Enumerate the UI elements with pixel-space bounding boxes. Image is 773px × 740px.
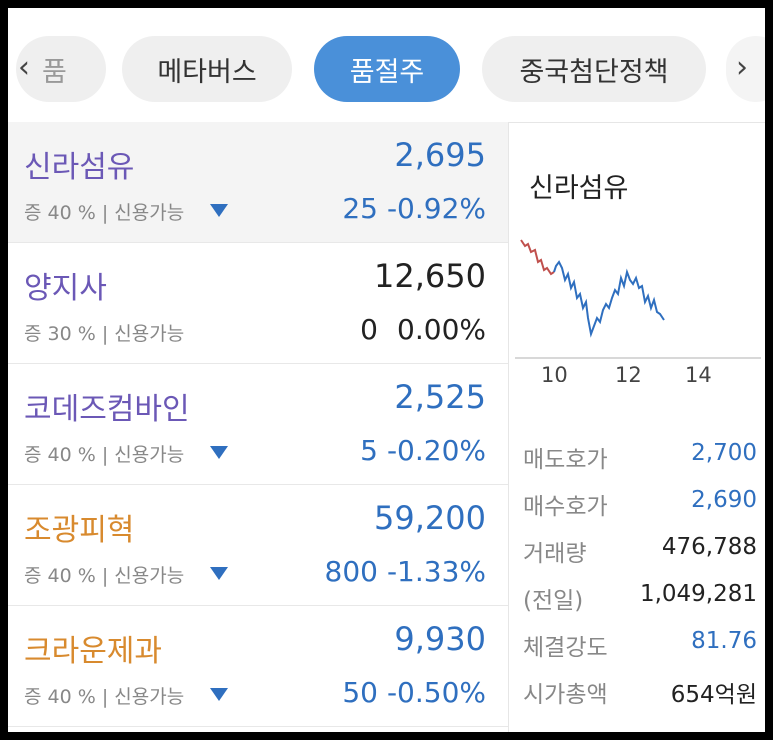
stock-name: 크라운제과 xyxy=(24,634,162,669)
stock-change-percent: -1.33% xyxy=(386,555,486,588)
info-value: 2,690 xyxy=(691,487,757,513)
stock-row-1[interactable]: 양지사 12,650 증 30 % | 신용가능 0 0.00% xyxy=(8,243,508,364)
info-value: 2,700 xyxy=(691,440,757,466)
stock-row-3[interactable]: 조광피혁 59,200 증 40 % | 신용가능 800 -1.33% xyxy=(8,485,508,606)
info-label: 시가총액 xyxy=(523,682,608,708)
tab-partial-next[interactable] xyxy=(726,36,765,102)
stock-detail-panel: 신라섬유 10 12 14 매도호가 2,700 매수호가 2,690 거래량 … xyxy=(509,122,765,732)
chart-line-down-segment xyxy=(553,260,665,338)
stock-margin-info: 증 40 % | 신용가능 xyxy=(24,565,185,587)
info-row-volume: 거래량 476,788 xyxy=(523,534,757,574)
info-label: 매수호가 xyxy=(523,494,608,520)
info-value: 1,049,281 xyxy=(639,581,757,607)
chart-x-tick-label: 14 xyxy=(685,363,712,382)
stock-change-amount: 800 xyxy=(324,555,378,588)
stock-margin-info: 증 40 % | 신용가능 xyxy=(24,202,185,224)
stock-change-percent: -0.50% xyxy=(386,676,486,709)
stock-name: 양지사 xyxy=(24,271,107,306)
stock-margin-info: 증 40 % | 신용가능 xyxy=(24,444,185,466)
tab-china-tech-policy[interactable]: 중국첨단정책 xyxy=(482,36,706,102)
chevron-right-icon[interactable]: › xyxy=(736,50,748,85)
info-value: 81.76 xyxy=(691,628,757,654)
stock-row-4[interactable]: 크라운제과 9,930 증 40 % | 신용가능 50 -0.50% xyxy=(8,606,508,727)
stock-change-percent: -0.92% xyxy=(386,192,486,225)
stock-price: 12,650 xyxy=(374,257,486,295)
stock-change-percent: 0.00% xyxy=(397,313,486,346)
down-triangle-icon xyxy=(210,688,228,701)
info-label: 체결강도 xyxy=(523,635,608,661)
stock-change-amount: 50 xyxy=(342,676,378,709)
theme-tab-bar: 품 메타버스 품절주 중국첨단정책 ‹ › xyxy=(8,8,765,123)
stock-margin-info: 증 30 % | 신용가능 xyxy=(24,323,185,345)
down-triangle-icon xyxy=(210,204,228,217)
stock-name: 조광피혁 xyxy=(24,513,135,548)
stock-row-0[interactable]: 신라섬유 2,695 증 40 % | 신용가능 25 -0.92% xyxy=(8,122,508,243)
chart-x-tick-label: 12 xyxy=(615,363,642,382)
info-label: (전일) xyxy=(523,588,584,614)
stock-margin-info: 증 40 % | 신용가능 xyxy=(24,686,185,708)
mini-price-chart[interactable]: 10 12 14 xyxy=(509,222,765,382)
chart-x-tick-label: 10 xyxy=(541,363,568,382)
info-value: 476,788 xyxy=(661,534,757,560)
stock-change-percent: -0.20% xyxy=(386,434,486,467)
chevron-left-icon[interactable]: ‹ xyxy=(18,50,30,85)
app-frame: 품 메타버스 품절주 중국첨단정책 ‹ › 신라섬유 2,695 증 40 % … xyxy=(8,8,765,732)
stock-price: 2,525 xyxy=(394,378,486,416)
tab-soldout-stocks[interactable]: 품절주 xyxy=(314,36,460,102)
info-row-bid: 매수호가 2,690 xyxy=(523,487,757,527)
stock-row-2[interactable]: 코데즈컴바인 2,525 증 40 % | 신용가능 5 -0.20% xyxy=(8,364,508,485)
tab-china-tech-policy-label: 중국첨단정책 xyxy=(519,56,669,88)
down-triangle-icon xyxy=(210,567,228,580)
stock-change-amount: 5 xyxy=(360,434,378,467)
stock-price: 9,930 xyxy=(394,620,486,658)
stock-price: 59,200 xyxy=(374,499,486,537)
info-row-ask: 매도호가 2,700 xyxy=(523,440,757,480)
chart-line-up-segment xyxy=(520,239,555,276)
info-row-market-cap: 시가총액 654억원 xyxy=(523,675,757,715)
stock-change-amount: 25 xyxy=(342,192,378,225)
info-label: 매도호가 xyxy=(523,447,608,473)
info-value: 654억원 xyxy=(670,682,757,708)
stock-price: 2,695 xyxy=(394,136,486,174)
down-triangle-icon xyxy=(210,446,228,459)
tab-partial-label: 품 xyxy=(42,56,67,88)
detail-stock-name: 신라섬유 xyxy=(529,173,629,204)
stock-name: 신라섬유 xyxy=(24,150,135,185)
info-label: 거래량 xyxy=(523,541,587,567)
tab-metaverse-label: 메타버스 xyxy=(157,56,257,88)
stock-change-amount: 0 xyxy=(360,313,378,346)
tab-soldout-stocks-label: 품절주 xyxy=(349,56,425,88)
tab-metaverse[interactable]: 메타버스 xyxy=(122,36,292,102)
info-row-strength: 체결강도 81.76 xyxy=(523,628,757,668)
tab-partial-previous[interactable]: 품 xyxy=(16,36,106,102)
stock-list: 신라섬유 2,695 증 40 % | 신용가능 25 -0.92% 양지사 1… xyxy=(8,122,509,732)
info-row-prev-volume: (전일) 1,049,281 xyxy=(523,581,757,621)
stock-name: 코데즈컴바인 xyxy=(24,392,190,427)
